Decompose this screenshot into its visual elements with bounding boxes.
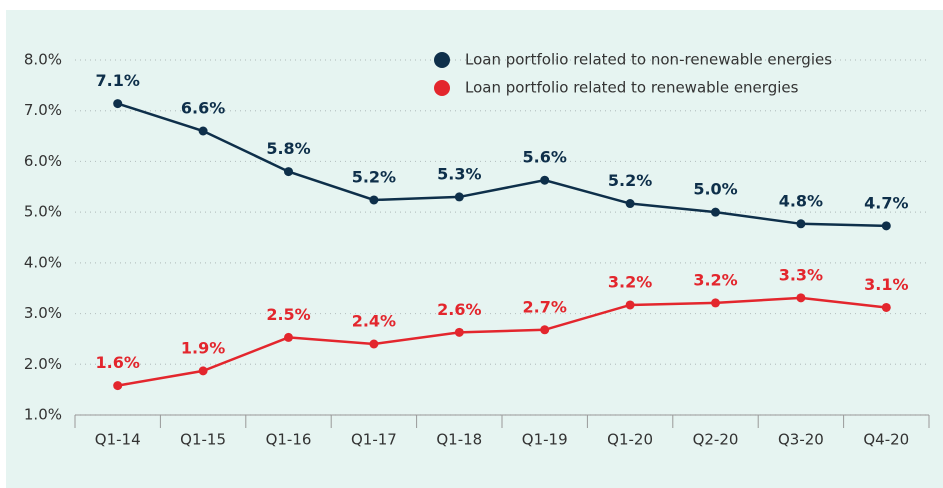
y-tick-label: 5.0%	[24, 203, 62, 221]
value-label: 5.3%	[437, 164, 481, 183]
y-tick-label: 8.0%	[24, 51, 62, 69]
value-label: 5.2%	[352, 167, 396, 186]
point	[284, 167, 293, 177]
value-label: 5.8%	[266, 139, 310, 158]
value-label: 2.5%	[266, 305, 310, 324]
point	[198, 366, 208, 376]
x-tick-label: Q1-20	[607, 431, 653, 449]
legend-swatch	[434, 80, 450, 96]
y-tick-label: 7.0%	[24, 101, 62, 119]
point	[796, 293, 806, 303]
value-label: 3.2%	[693, 270, 737, 289]
value-label: 5.0%	[693, 180, 737, 199]
y-tick-label: 4.0%	[24, 253, 62, 271]
legend-label: Loan portfolio related to non-renewable …	[465, 51, 832, 69]
point	[198, 126, 208, 136]
legend-swatch	[434, 52, 450, 68]
x-tick-label: Q1-14	[95, 431, 141, 449]
point	[881, 302, 891, 312]
point	[625, 300, 635, 310]
y-tick-label: 2.0%	[24, 355, 62, 373]
point	[454, 327, 464, 337]
value-label: 3.1%	[864, 275, 908, 294]
series-line	[117, 296, 887, 387]
value-label: 1.9%	[181, 338, 225, 357]
value-label: 2.6%	[437, 300, 481, 319]
value-label: 2.7%	[523, 297, 567, 316]
point	[369, 339, 379, 349]
value-label: 4.8%	[779, 191, 823, 210]
x-tick-label: Q1-17	[351, 431, 397, 449]
y-tick-label: 6.0%	[24, 152, 62, 170]
point	[113, 99, 123, 109]
legend-label: Loan portfolio related to renewable ener…	[465, 79, 799, 97]
x-tick-label: Q1-16	[266, 431, 312, 449]
value-label: 5.6%	[523, 148, 567, 167]
point	[284, 332, 293, 342]
y-tick-label: 1.0%	[24, 406, 62, 424]
x-tick-label: Q4-20	[863, 431, 909, 449]
series-line	[117, 102, 887, 228]
point	[711, 298, 720, 308]
point	[369, 195, 379, 205]
value-label: 3.3%	[779, 265, 823, 284]
value-label: 6.6%	[181, 99, 225, 118]
x-tick-label: Q1-19	[522, 431, 568, 449]
y-tick-label: 3.0%	[24, 304, 62, 322]
value-label: 7.1%	[96, 71, 140, 90]
point	[454, 192, 464, 202]
value-label: 4.7%	[864, 193, 908, 212]
value-label: 2.4%	[352, 312, 396, 331]
x-tick-label: Q1-15	[180, 431, 226, 449]
value-label: 5.2%	[608, 171, 652, 190]
background	[6, 10, 943, 488]
value-label: 3.2%	[608, 272, 652, 291]
point	[540, 325, 550, 335]
point	[540, 175, 550, 185]
x-tick-label: Q1-18	[436, 431, 482, 449]
x-tick-label: Q2-20	[693, 431, 739, 449]
value-label: 1.6%	[96, 353, 140, 372]
point	[796, 219, 806, 229]
point	[711, 207, 720, 217]
point	[881, 221, 891, 231]
point	[625, 199, 635, 209]
x-tick-label: Q3-20	[778, 431, 824, 449]
point	[113, 381, 123, 391]
